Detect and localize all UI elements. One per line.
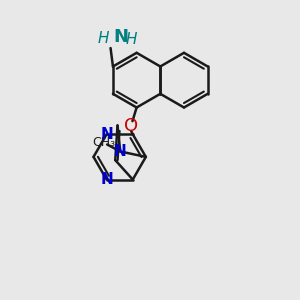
Text: N: N [100, 127, 113, 142]
Text: N: N [114, 144, 127, 159]
Text: H: H [98, 31, 109, 46]
Text: N: N [113, 28, 128, 46]
Text: O: O [124, 117, 138, 135]
Text: CH₃: CH₃ [92, 136, 116, 149]
Text: H: H [125, 32, 136, 47]
Text: N: N [100, 172, 113, 187]
